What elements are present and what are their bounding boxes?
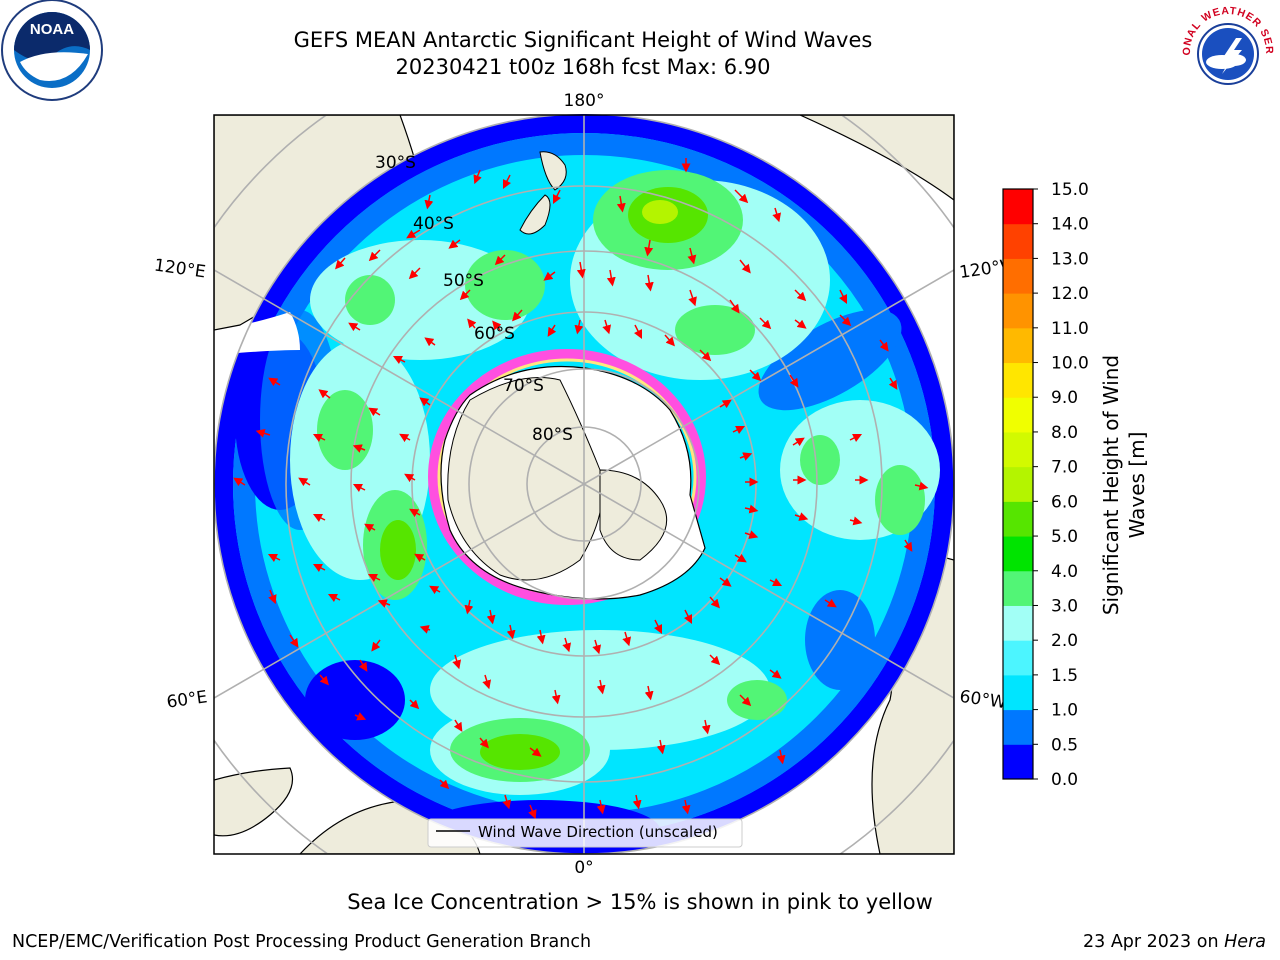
latitude-labels: 30°S 40°S 50°S 60°S 70°S 80°S (375, 153, 573, 445)
colorbar-tick-label: 4.0 (1051, 562, 1078, 582)
colorbar-tick-label: 1.0 (1051, 701, 1078, 721)
footer-host: Hera (1224, 932, 1266, 952)
colorbar-segment (1003, 258, 1033, 294)
colorbar-tick-label: 6.0 (1051, 492, 1078, 512)
colorbar-tick-label: 14.0 (1051, 215, 1089, 235)
colorbar-tick-label: 11.0 (1051, 319, 1089, 339)
colorbar-segment (1003, 536, 1033, 572)
chart-title: GEFS MEAN Antarctic Significant Height o… (293, 28, 873, 52)
colorbar-tick-label: 9.0 (1051, 388, 1078, 408)
meridian-label-60w: 60°W (958, 687, 1007, 713)
lat-label-80s: 80°S (532, 425, 573, 445)
sea-ice-note: Sea Ice Concentration > 15% is shown in … (347, 890, 933, 914)
noaa-logo-text: NOAA (30, 21, 74, 38)
colorbar-segment (1003, 189, 1033, 225)
meridian-label-180: 180° (564, 91, 605, 111)
lat-label-50s: 50°S (443, 271, 484, 291)
colorbar-tick-label: 0.0 (1051, 770, 1078, 790)
colorbar-segment (1003, 744, 1033, 780)
colorbar-segment (1003, 674, 1033, 711)
colorbar-tick-label: 10.0 (1051, 354, 1089, 374)
map-frame (213, 114, 955, 855)
wave-direction-arrows (233, 158, 929, 820)
colorbar-tick-label: 15.0 (1051, 180, 1089, 200)
colorbar-segment (1003, 466, 1033, 502)
colorbar-segment (1003, 362, 1033, 398)
meridian-label-120e: 120°E (153, 255, 207, 282)
footer-date: 23 Apr 2023 on Hera (1082, 932, 1266, 952)
colorbar-segment (1003, 327, 1033, 364)
map-legend: Wind Wave Direction (unscaled) (427, 818, 743, 848)
lat-label-70s: 70°S (503, 376, 544, 396)
lat-label-40s: 40°S (413, 214, 454, 234)
footer-credit: NCEP/EMC/Verification Post Processing Pr… (12, 932, 592, 952)
meridian-label-60e: 60°E (165, 687, 208, 712)
chart-subtitle: 20230421 t00z 168h fcst Max: 6.90 (395, 55, 771, 79)
colorbar-segment (1003, 293, 1033, 329)
colorbar-label: Significant Height of Wind Waves [m] (1099, 354, 1149, 616)
colorbar-tick-label: 13.0 (1051, 249, 1089, 269)
colorbar-segment (1003, 431, 1033, 468)
meridian-label-0: 0° (574, 858, 593, 878)
lat-label-30s: 30°S (375, 153, 416, 173)
colorbar-segment (1003, 501, 1033, 537)
noaa-logo: NOAA (1, 0, 103, 101)
lat-label-60s: 60°S (474, 324, 515, 344)
colorbar-tick-label: 5.0 (1051, 527, 1078, 547)
colorbar-tick-label: 2.0 (1051, 631, 1078, 651)
colorbar-segment (1003, 640, 1033, 676)
colorbar-tick-label: 1.5 (1051, 666, 1078, 686)
colorbar-segment (1003, 709, 1033, 745)
colorbar-segment (1003, 223, 1033, 259)
colorbar-frame (1002, 188, 1034, 780)
colorbar-tick-label: 3.0 (1051, 596, 1078, 616)
colorbar-tick-label: 8.0 (1051, 423, 1078, 443)
legend-label: Wind Wave Direction (unscaled) (478, 823, 718, 841)
colorbar-tick-label: 12.0 (1051, 284, 1089, 304)
colorbar-segment (1003, 570, 1033, 606)
colorbar-tick-label: 7.0 (1051, 458, 1078, 478)
nws-logo: NATIONAL WEATHER SERVICE (1178, 2, 1275, 99)
colorbar-tick-label: 0.5 (1051, 735, 1078, 755)
colorbar-segment (1003, 605, 1033, 641)
colorbar: 0.0 0.5 1.0 1.5 2.0 3.0 4.0 5.0 6.0 7.0 8.0 9.0 10.0… (1002, 180, 1089, 790)
colorbar-segment (1003, 397, 1033, 433)
